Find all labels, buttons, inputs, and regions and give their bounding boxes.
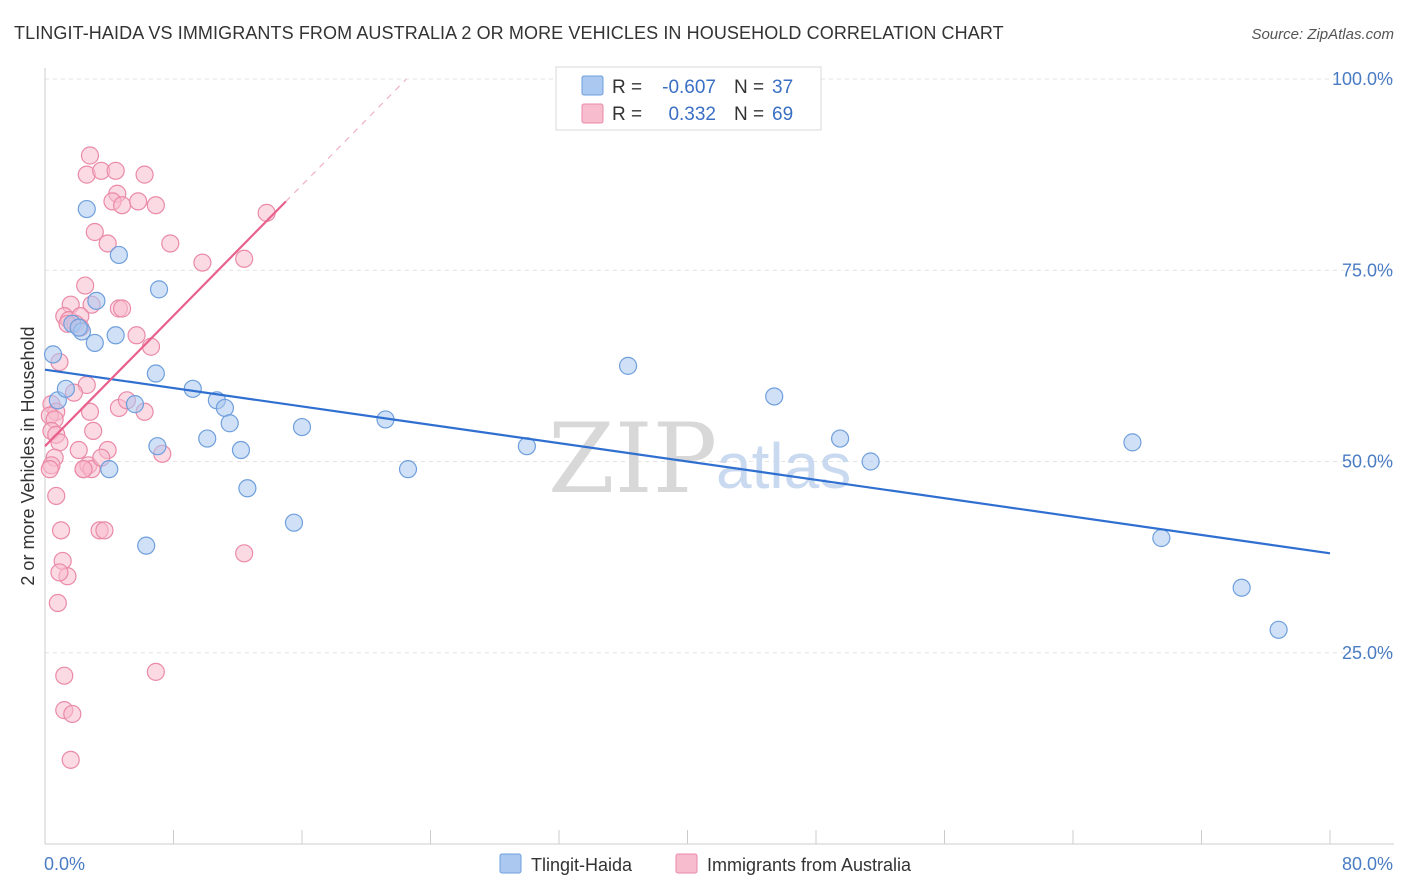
y-axis-label: 2 or more Vehicles in Household — [18, 326, 38, 585]
immigrants-from-australia-point — [112, 196, 132, 215]
immigrants-from-australia-point — [146, 196, 165, 215]
tlingit-haida-point — [77, 199, 96, 219]
y-tick-label-100: 100.0% — [1332, 69, 1393, 89]
tlingit-haida-point — [220, 414, 239, 433]
immigrants-from-australia-point — [80, 146, 100, 165]
tlingit-haida-point — [87, 291, 106, 310]
legend-n-value-1: 37 — [772, 77, 793, 98]
tlingit-haida-point — [149, 280, 169, 299]
trend-line-immigrants-from-australia — [44, 200, 287, 447]
immigrants-from-australia-point — [76, 276, 95, 295]
tlingit-haida-point — [100, 460, 119, 479]
immigrants-from-australia-point — [51, 521, 71, 540]
trend-line-extension-immigrants-from-australia — [285, 78, 407, 202]
tlingit-haida-point — [1232, 578, 1251, 597]
bottom-legend-swatch-immigrants-from-australia — [675, 853, 698, 874]
tlingit-haida-point — [861, 452, 880, 471]
immigrants-from-australia-point — [74, 460, 93, 479]
y-tick-label-75: 75.0% — [1342, 260, 1393, 280]
tlingit-haida-point — [85, 333, 104, 353]
immigrants-from-australia-point — [257, 203, 276, 222]
tlingit-haida-point — [69, 318, 88, 337]
immigrants-from-australia-point — [61, 750, 80, 769]
immigrants-from-australia-point — [235, 544, 254, 563]
legend-swatch-immigrants-from-australia — [581, 103, 604, 124]
tlingit-haida-point — [1269, 620, 1288, 639]
tlingit-haida-point — [183, 379, 202, 398]
tlingit-haida-point — [765, 387, 784, 406]
immigrants-from-australia-point — [85, 222, 104, 242]
trend-line-tlingit-haida — [44, 368, 1331, 555]
tlingit-haida-point — [231, 440, 251, 460]
tlingit-haida-point — [618, 356, 638, 375]
tlingit-haida-point — [109, 245, 128, 265]
legend-r-label-1: R = — [612, 77, 642, 98]
grid-lines — [45, 78, 1394, 654]
tlingit-haida-point — [215, 398, 234, 418]
immigrants-from-australia-point — [129, 192, 148, 211]
immigrants-from-australia-point — [112, 299, 132, 318]
chart-title: TLINGIT-HAIDA VS IMMIGRANTS FROM AUSTRAL… — [14, 23, 1004, 43]
immigrants-from-australia-point — [95, 521, 114, 540]
legend-r-label-2: R = — [612, 104, 642, 125]
immigrants-from-australia-point — [235, 249, 254, 268]
tlingit-haida-point — [1123, 433, 1142, 452]
series-immigrants-from-australia — [40, 146, 276, 769]
trend-lines — [44, 78, 1331, 555]
bottom-legend-label-tlingit-haida: Tlingit-Haida — [531, 855, 633, 875]
immigrants-from-australia-point — [63, 704, 82, 724]
y-tick-label-25: 25.0% — [1342, 643, 1393, 663]
legend-r-value-2: 0.332 — [668, 104, 716, 125]
tlingit-haida-point — [146, 364, 165, 383]
tlingit-haida-point — [284, 513, 304, 532]
y-tick-label-50: 50.0% — [1342, 452, 1393, 472]
stats-legend: R = -0.607 N = 37 R = 0.332 N = 69 — [555, 66, 822, 131]
immigrants-from-australia-point — [127, 326, 146, 345]
tlingit-haida-point — [238, 479, 257, 498]
immigrants-from-australia-point — [193, 253, 212, 272]
legend-n-value-2: 69 — [772, 104, 793, 125]
immigrants-from-australia-point — [161, 234, 180, 253]
tlingit-haida-point — [198, 429, 217, 448]
immigrants-from-australia-point — [80, 402, 100, 421]
tick-labels: 25.0% 50.0% 75.0% 100.0% 0.0% 80.0% — [44, 69, 1393, 874]
tlingit-haida-point — [398, 460, 418, 479]
bottom-legend-label-immigrants-from-australia: Immigrants from Australia — [707, 855, 912, 875]
tlingit-haida-point — [148, 437, 167, 456]
tlingit-haida-point — [137, 536, 156, 555]
immigrants-from-australia-point — [135, 165, 154, 184]
tlingit-haida-point — [106, 326, 125, 345]
immigrants-from-australia-point — [98, 234, 117, 253]
tlingit-haida-point — [830, 429, 850, 448]
immigrants-from-australia-point — [141, 337, 161, 356]
immigrants-from-australia-point — [50, 563, 69, 582]
immigrants-from-australia-point — [84, 421, 103, 440]
immigrants-from-australia-point — [40, 460, 59, 479]
x-tick-label-max: 80.0% — [1342, 854, 1393, 874]
tlingit-haida-point — [125, 395, 145, 414]
watermark-zip: ZIP — [548, 403, 717, 515]
legend-swatch-tlingit-haida — [581, 75, 604, 96]
chart-source: Source: ZipAtlas.com — [1251, 26, 1394, 43]
immigrants-from-australia-point — [146, 662, 165, 681]
tlingit-haida-point — [43, 345, 63, 364]
tlingit-haida-point — [292, 417, 312, 437]
watermark-atlas: atlas — [716, 430, 851, 502]
immigrants-from-australia-point — [47, 486, 66, 506]
legend-r-value-1: -0.607 — [662, 77, 716, 98]
immigrants-from-australia-point — [48, 593, 67, 613]
bottom-legend-swatch-tlingit-haida — [499, 853, 522, 874]
legend-n-label-1: N = — [734, 77, 764, 98]
series-tlingit-haida — [43, 199, 1288, 639]
immigrants-from-australia-point — [106, 161, 125, 180]
series-legend: Tlingit-Haida Immigrants from Australia — [499, 853, 912, 875]
immigrants-from-australia-point — [69, 440, 88, 460]
tlingit-haida-point — [56, 379, 75, 398]
immigrants-from-australia-point — [55, 666, 74, 685]
axes — [44, 68, 1394, 845]
legend-n-label-2: N = — [734, 104, 764, 125]
tlingit-haida-point — [1152, 528, 1171, 548]
x-tick-label-min: 0.0% — [44, 854, 85, 874]
